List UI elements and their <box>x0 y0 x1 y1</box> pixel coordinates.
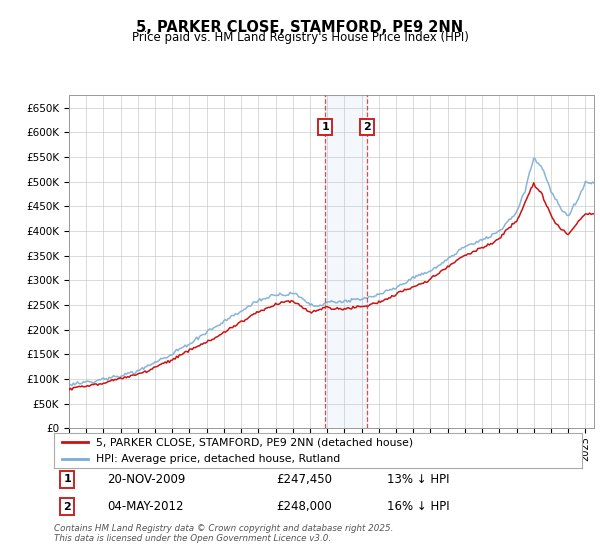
Text: 13% ↓ HPI: 13% ↓ HPI <box>386 473 449 486</box>
Text: 1: 1 <box>321 122 329 132</box>
Text: 2: 2 <box>64 502 71 512</box>
Text: Contains HM Land Registry data © Crown copyright and database right 2025.
This d: Contains HM Land Registry data © Crown c… <box>54 524 394 543</box>
Text: 04-MAY-2012: 04-MAY-2012 <box>107 500 184 514</box>
Text: Price paid vs. HM Land Registry's House Price Index (HPI): Price paid vs. HM Land Registry's House … <box>131 31 469 44</box>
Bar <box>325 95 367 428</box>
Text: 16% ↓ HPI: 16% ↓ HPI <box>386 500 449 514</box>
Text: 1: 1 <box>64 474 71 484</box>
Text: 20-NOV-2009: 20-NOV-2009 <box>107 473 185 486</box>
Text: £247,450: £247,450 <box>276 473 332 486</box>
Text: HPI: Average price, detached house, Rutland: HPI: Average price, detached house, Rutl… <box>96 454 340 464</box>
Text: 5, PARKER CLOSE, STAMFORD, PE9 2NN (detached house): 5, PARKER CLOSE, STAMFORD, PE9 2NN (deta… <box>96 437 413 447</box>
Text: 5, PARKER CLOSE, STAMFORD, PE9 2NN: 5, PARKER CLOSE, STAMFORD, PE9 2NN <box>136 20 464 35</box>
Text: 2: 2 <box>364 122 371 132</box>
Text: £248,000: £248,000 <box>276 500 332 514</box>
